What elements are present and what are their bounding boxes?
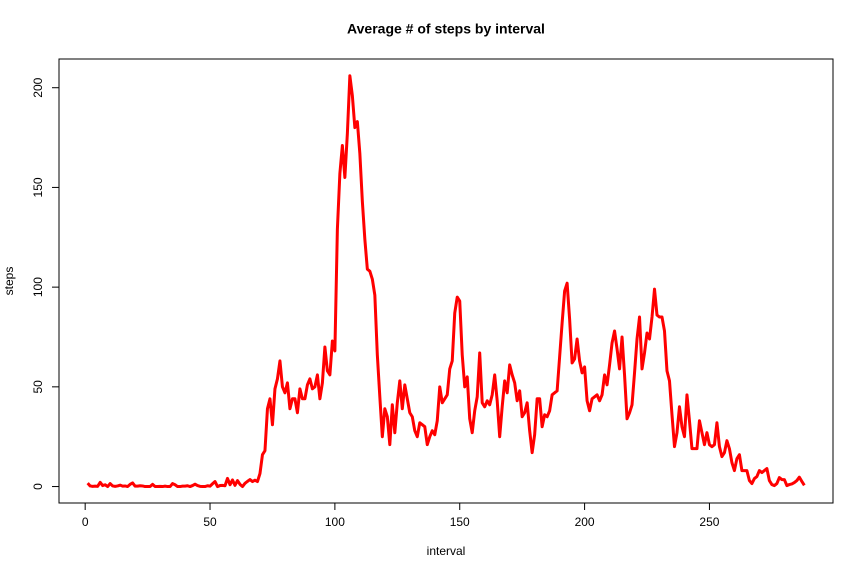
data-line — [86, 74, 806, 489]
x-tick-label: 100 — [325, 515, 345, 529]
x-tick-label: 200 — [575, 515, 595, 529]
x-tick-label: 0 — [82, 515, 89, 529]
x-tick-label: 250 — [699, 515, 719, 529]
y-tick-label: 150 — [31, 177, 45, 197]
y-tick-label: 100 — [31, 277, 45, 297]
y-axis-label: steps — [2, 267, 16, 296]
y-tick-label: 50 — [31, 380, 45, 394]
plot-frame — [58, 58, 834, 504]
x-tick-label: 50 — [203, 515, 217, 529]
y-tick-label: 200 — [31, 77, 45, 97]
chart-title: Average # of steps by interval — [347, 21, 545, 37]
x-axis-label: interval — [427, 544, 466, 558]
y-tick-label: 0 — [31, 483, 45, 490]
x-tick-label: 150 — [450, 515, 470, 529]
